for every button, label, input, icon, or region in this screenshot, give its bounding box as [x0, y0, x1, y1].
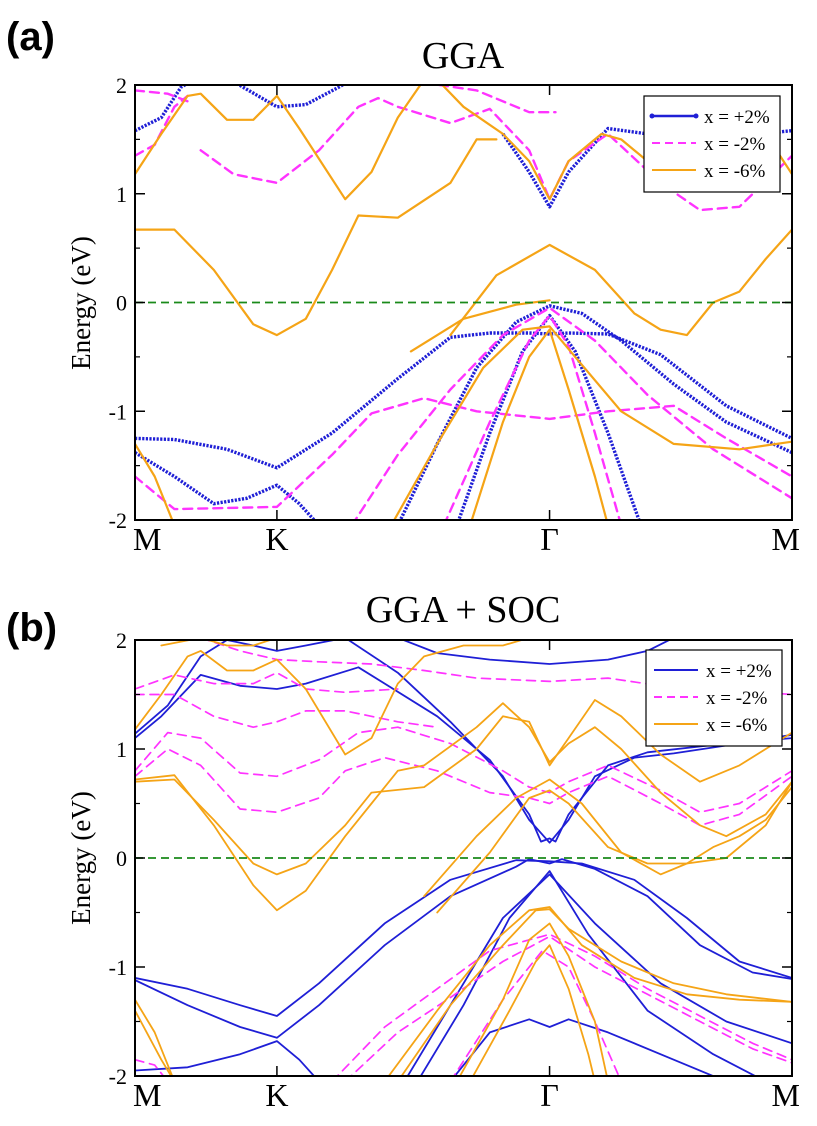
kpoint-label: K — [265, 521, 288, 557]
band-line — [135, 1040, 316, 1076]
y-tick-label: 0 — [116, 291, 127, 316]
band-line — [336, 933, 792, 1076]
band-line — [449, 228, 792, 337]
panel-b-title: GGA + SOC — [366, 589, 561, 631]
band-line — [135, 640, 792, 844]
panel-b-legend: x = +2% x = -2% x = -6% — [645, 649, 783, 747]
panel-a-yticks: -2 -1 0 1 2 — [109, 73, 792, 533]
y-tick-label: -1 — [109, 399, 127, 424]
band-line — [235, 85, 346, 109]
band-line — [135, 640, 525, 756]
band-line — [135, 726, 792, 814]
band-line — [444, 314, 621, 520]
panel-a-ylabel: Energy (eV) — [66, 236, 96, 370]
band-line — [135, 998, 174, 1076]
panel-b-ylabel: Energy (eV) — [66, 791, 96, 925]
kpoint-label: K — [265, 1077, 288, 1113]
band-line — [398, 304, 792, 520]
band-line — [135, 702, 792, 912]
band-line — [135, 331, 792, 470]
kpoint-label: M — [772, 521, 800, 557]
band-line — [453, 1018, 716, 1076]
series-x-6- — [135, 640, 792, 1076]
band-line — [135, 671, 399, 694]
y-tick-label: 2 — [116, 73, 127, 98]
legend-label: x = +2% — [706, 661, 772, 682]
panel-a-legend: x = +2% x = -2% x = -6% — [643, 95, 781, 193]
band-line — [135, 699, 792, 876]
band-line — [458, 922, 608, 1076]
band-line — [135, 451, 317, 520]
legend-marker — [649, 113, 655, 119]
kpoint-label: M — [772, 1077, 800, 1113]
band-line — [135, 442, 174, 520]
band-line — [452, 949, 620, 1076]
legend-label: x = -2% — [706, 688, 768, 709]
band-line — [135, 1009, 173, 1076]
legend-label: x = -2% — [704, 134, 766, 155]
band-line — [135, 85, 422, 201]
kpoint-label: M — [133, 521, 161, 557]
y-tick-label: -1 — [109, 955, 127, 980]
y-tick-label: 2 — [116, 628, 127, 653]
kpoint-label: M — [133, 1077, 161, 1113]
y-tick-label: 0 — [116, 846, 127, 871]
legend-marker — [693, 113, 699, 119]
band-line — [353, 306, 792, 520]
panel-b-letter: (b) — [6, 606, 57, 650]
kpoint-label: Γ — [540, 521, 559, 557]
band-line — [430, 85, 557, 114]
band-line — [135, 85, 189, 133]
band-line — [135, 748, 792, 827]
band-line — [457, 313, 641, 520]
panel-b-series-layer — [135, 640, 792, 1076]
y-tick-label: 1 — [116, 182, 127, 207]
y-tick-label: 1 — [116, 737, 127, 762]
band-line — [135, 859, 792, 1017]
legend-label: x = -6% — [706, 715, 768, 736]
panel-b-yticks: -2 -1 0 1 2 — [109, 628, 792, 1089]
band-line — [135, 1058, 165, 1076]
band-line — [135, 397, 792, 511]
y-tick-label: -2 — [109, 508, 127, 533]
band-line — [400, 908, 792, 1076]
band-line — [436, 780, 792, 914]
band-line — [135, 138, 498, 337]
band-line — [400, 640, 672, 665]
panel-a-series-layer — [135, 85, 792, 520]
series-x-2- — [135, 85, 792, 520]
band-line — [135, 858, 792, 1039]
band-line — [472, 944, 595, 1076]
panel-a-title: GGA — [422, 35, 505, 77]
legend-label: x = +2% — [704, 107, 770, 128]
band-line — [406, 873, 792, 1076]
series-x-6- — [135, 85, 792, 520]
y-tick-label: -2 — [109, 1064, 127, 1089]
band-line — [135, 89, 189, 103]
band-line — [349, 935, 792, 1076]
legend-label: x = -6% — [704, 161, 766, 182]
band-line — [470, 328, 608, 520]
band-line — [135, 693, 439, 729]
panel-b-legend-box — [645, 649, 783, 747]
band-line — [423, 778, 792, 898]
band-line — [135, 94, 189, 157]
band-line — [419, 870, 758, 1076]
band-line — [392, 325, 792, 520]
kpoint-label: Γ — [540, 1077, 559, 1113]
panel-a-letter: (a) — [6, 15, 55, 59]
band-line — [199, 96, 792, 212]
